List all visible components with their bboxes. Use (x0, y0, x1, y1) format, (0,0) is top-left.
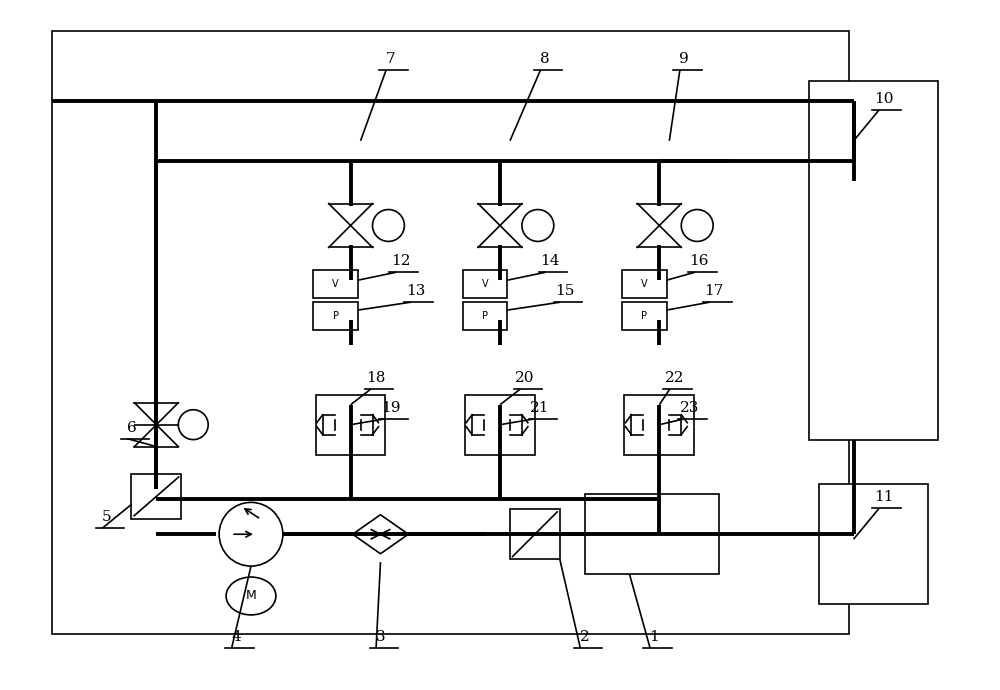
Text: 9: 9 (679, 52, 689, 66)
Text: 23: 23 (680, 401, 699, 415)
Text: 20: 20 (515, 371, 535, 385)
Text: P: P (333, 311, 339, 321)
Bar (510, 509, 560, 559)
Text: 12: 12 (391, 255, 410, 268)
Text: P: P (482, 311, 488, 321)
Text: 16: 16 (689, 255, 709, 268)
Bar (52, 31, 849, 634)
Text: 10: 10 (874, 92, 893, 106)
Text: V: V (482, 279, 488, 289)
Text: 2: 2 (580, 630, 590, 644)
Text: 11: 11 (874, 491, 893, 504)
Bar (131, 475, 181, 520)
Text: 19: 19 (381, 401, 400, 415)
Text: 18: 18 (366, 371, 385, 385)
Bar (465, 395, 535, 455)
Text: 17: 17 (704, 284, 724, 298)
Text: 5: 5 (102, 511, 111, 524)
Bar (463, 270, 507, 298)
Text: 8: 8 (540, 52, 550, 66)
Text: 14: 14 (540, 255, 560, 268)
Text: 4: 4 (231, 630, 241, 644)
Bar (624, 395, 694, 455)
Text: 21: 21 (530, 401, 550, 415)
Bar (316, 395, 385, 455)
Bar (585, 495, 719, 574)
Text: P: P (641, 311, 647, 321)
Text: 15: 15 (555, 284, 574, 298)
Bar (809, 81, 938, 440)
Bar (313, 270, 358, 298)
Bar (313, 302, 358, 330)
Text: 22: 22 (665, 371, 684, 385)
Bar (819, 484, 928, 604)
Text: V: V (332, 279, 339, 289)
Text: 1: 1 (650, 630, 659, 644)
Text: 3: 3 (376, 630, 385, 644)
Text: M: M (246, 589, 256, 602)
Text: V: V (641, 279, 648, 289)
Bar (622, 302, 667, 330)
Bar (463, 302, 507, 330)
Bar (622, 270, 667, 298)
Text: 7: 7 (386, 52, 395, 66)
Text: 13: 13 (406, 284, 425, 298)
Text: 6: 6 (127, 421, 136, 435)
